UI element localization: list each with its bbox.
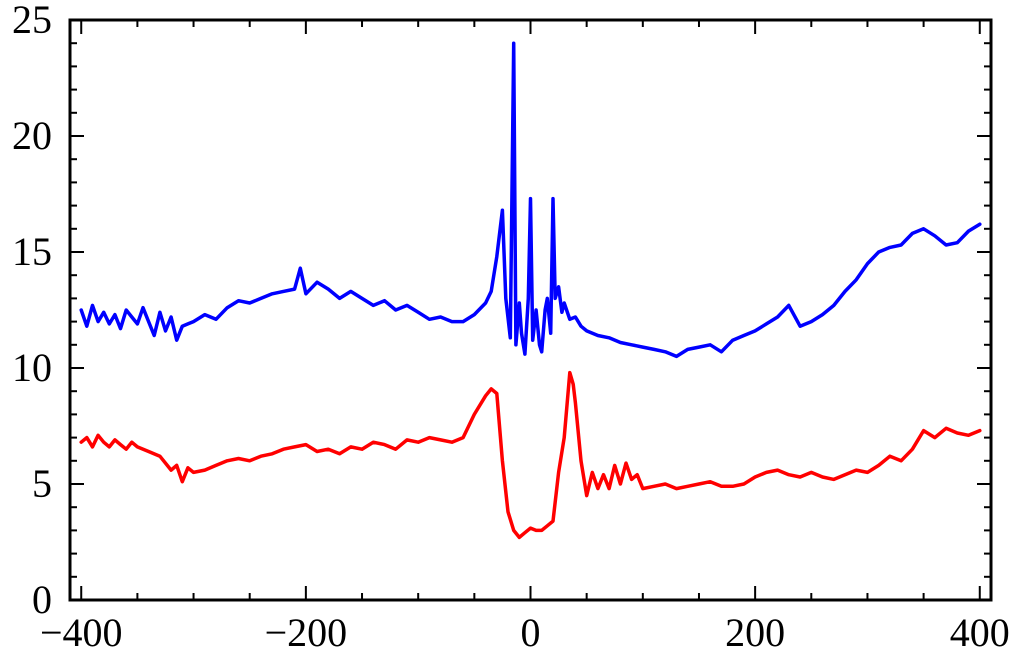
x-tick-label: 400 [950, 610, 1010, 655]
y-axis-tick-labels: 0 5 10 15 20 25 [12, 0, 52, 622]
x-tick-label: −400 [40, 610, 123, 655]
y-tick-label: 0 [32, 577, 52, 622]
series-line-1 [79, 41, 982, 359]
x-major-ticks [80, 20, 981, 600]
series-line-2 [79, 370, 982, 540]
y-tick-label: 25 [12, 0, 52, 42]
x-tick-label: 0 [521, 610, 541, 655]
x-tick-label: −200 [265, 610, 348, 655]
x-tick-label: 200 [725, 610, 785, 655]
y-tick-label: 20 [12, 113, 52, 158]
series-layer [79, 41, 982, 540]
x-axis-tick-labels: −400 −200 0 200 400 [40, 610, 1010, 655]
y-tick-label: 15 [12, 229, 52, 274]
plot-frame [68, 18, 993, 602]
y-tick-label: 5 [32, 461, 52, 506]
y-tick-label: 10 [12, 345, 52, 390]
